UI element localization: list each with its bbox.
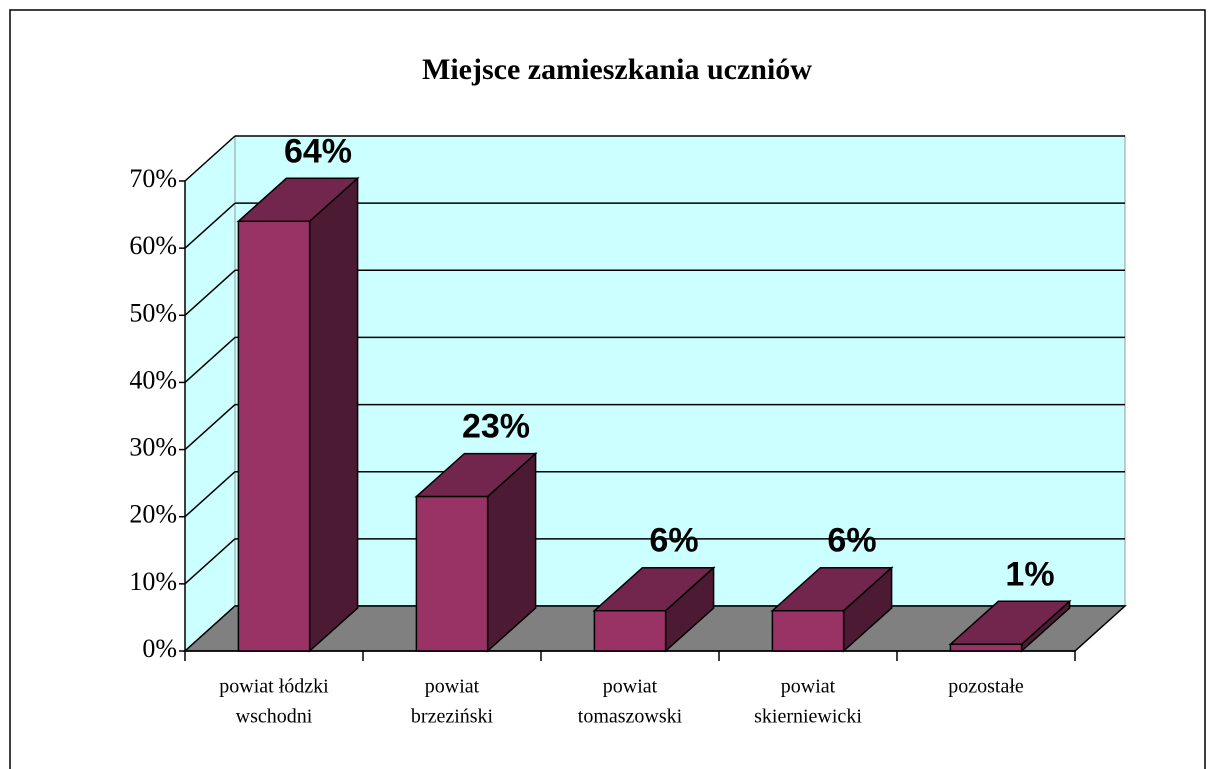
bar bbox=[415, 495, 489, 652]
x-tick-label: skierniewicki bbox=[754, 706, 862, 728]
x-tick-label: powiat bbox=[603, 676, 658, 698]
y-tick-label: 60% bbox=[129, 231, 177, 260]
y-tick-label: 40% bbox=[129, 365, 177, 394]
grid-line bbox=[184, 202, 236, 249]
bar bbox=[593, 609, 667, 652]
grid-line bbox=[184, 336, 236, 383]
side-wall bbox=[184, 134, 236, 653]
x-tick-label: brzeziński bbox=[411, 706, 494, 728]
value-label: 23% bbox=[462, 408, 530, 446]
x-tick-label: wschodni bbox=[236, 706, 313, 728]
grid-line bbox=[184, 404, 236, 451]
bar bbox=[771, 609, 845, 652]
value-label: 64% bbox=[284, 132, 352, 170]
value-label: 6% bbox=[827, 522, 876, 560]
x-tick-label: pozostałe bbox=[948, 676, 1024, 698]
grid-line bbox=[184, 471, 236, 518]
x-tick-label: powiat bbox=[781, 676, 836, 698]
bar bbox=[949, 643, 1023, 652]
y-tick-label: 10% bbox=[129, 567, 177, 596]
grid-line bbox=[184, 269, 236, 316]
x-tick-label: powiat łódzki bbox=[219, 676, 329, 698]
x-tick-label: powiat bbox=[425, 676, 480, 698]
value-label: 6% bbox=[649, 522, 698, 560]
y-tick-label: 50% bbox=[129, 298, 177, 327]
bar bbox=[237, 220, 311, 652]
chart-title: Miejsce zamieszkania uczniów bbox=[422, 53, 812, 86]
grid-line bbox=[184, 135, 236, 182]
y-tick-label: 70% bbox=[129, 164, 177, 193]
y-tick-label: 30% bbox=[129, 433, 177, 462]
x-tick-label: tomaszowski bbox=[578, 706, 683, 728]
bar-side bbox=[308, 176, 359, 653]
y-tick-label: 0% bbox=[142, 634, 177, 663]
grid-line bbox=[184, 538, 236, 585]
value-label: 1% bbox=[1005, 555, 1054, 593]
y-tick-label: 20% bbox=[129, 500, 177, 529]
